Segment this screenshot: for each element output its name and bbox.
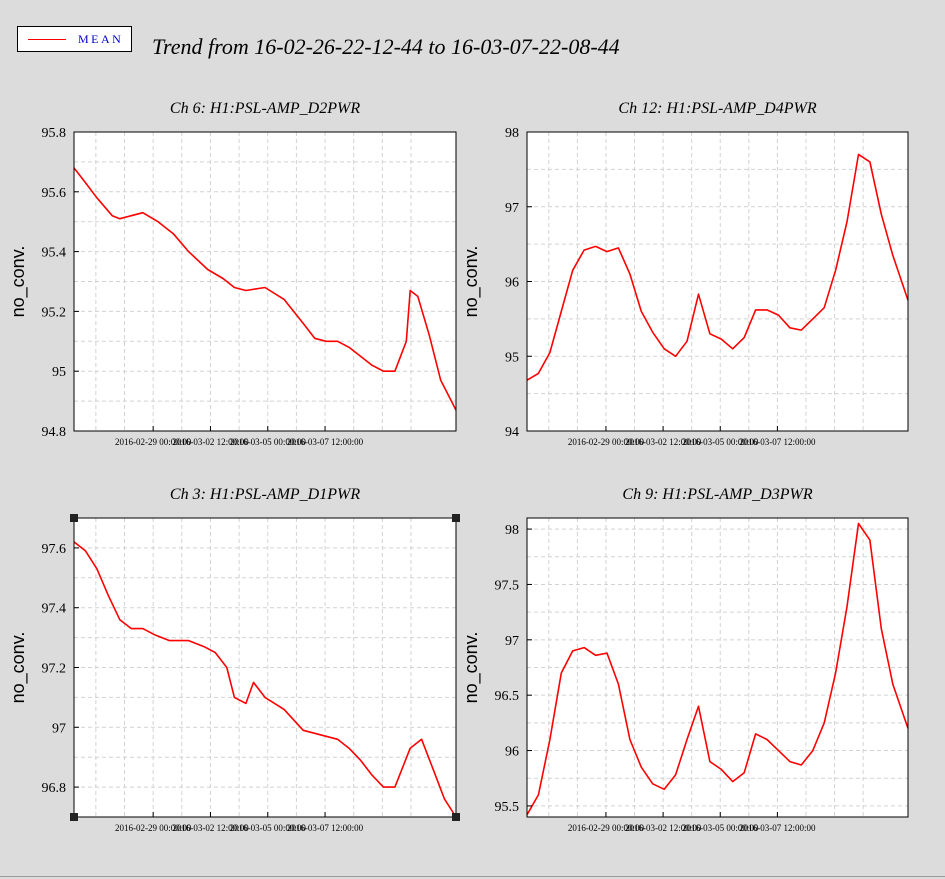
- y-tick-label: 95.8: [42, 126, 67, 141]
- y-axis-label: no_conv.: [461, 632, 482, 704]
- x-tick-label: 2016-02-29 00:00:00: [568, 437, 645, 447]
- chart-title: Ch 9: H1:PSL-AMP_D3PWR: [622, 486, 812, 503]
- y-tick-label: 97: [505, 201, 519, 216]
- y-tick-label: 95: [505, 350, 519, 365]
- x-tick-label: 2016-03-07 12:00:00: [739, 437, 816, 447]
- x-tick-label: 2016-03-02 12:00:00: [625, 823, 702, 833]
- y-tick-label: 95.4: [42, 246, 67, 261]
- bottom-divider: [0, 876, 945, 877]
- y-axis-label: no_conv.: [8, 632, 29, 704]
- x-tick-label: 2016-02-29 00:00:00: [115, 437, 192, 447]
- chart-panel-1: 94.8 95 95.2 95.4 95.6 95.8 2016-02-29 00:00:0…: [8, 100, 457, 447]
- y-tick-label: 94.8: [42, 425, 67, 440]
- series-line-mean: [526, 153, 909, 381]
- chart-title: Ch 3: H1:PSL-AMP_D1PWR: [170, 486, 360, 503]
- y-tick-label: 95: [52, 365, 66, 380]
- y-tick-label: 96: [505, 745, 519, 760]
- legend-label: MEAN: [78, 32, 124, 46]
- y-tick-label: 96: [505, 276, 519, 291]
- x-tick-label: 2016-03-07 12:00:00: [287, 437, 364, 447]
- y-tick-label: 97.4: [42, 602, 67, 617]
- series-line-mean: [526, 522, 909, 816]
- y-tick-label: 98: [505, 126, 519, 141]
- x-tick-label: 2016-03-07 12:00:00: [287, 823, 364, 833]
- x-tick-label: 2016-03-05 00:00:00: [230, 437, 307, 447]
- y-tick-label: 96.8: [42, 781, 67, 796]
- y-axis-label: no_conv.: [8, 246, 29, 318]
- x-tick-label: 2016-03-05 00:00:00: [682, 823, 759, 833]
- y-tick-label: 95.2: [42, 305, 67, 320]
- plot-frame: [73, 131, 457, 432]
- series-line-mean: [73, 167, 457, 411]
- x-tick-label: 2016-03-07 12:00:00: [739, 823, 816, 833]
- selection-handle[interactable]: [452, 514, 460, 522]
- x-tick-label: 2016-03-02 12:00:00: [172, 437, 249, 447]
- selection-handle[interactable]: [70, 514, 78, 522]
- y-tick-label: 97: [505, 634, 519, 649]
- y-tick-label: 96.5: [495, 689, 520, 704]
- legend: MEAN: [17, 26, 132, 52]
- plot-frame: [526, 517, 909, 818]
- x-tick-label: 2016-03-05 00:00:00: [682, 437, 759, 447]
- y-tick-label: 97.6: [42, 542, 67, 557]
- y-tick-label: 98: [505, 523, 519, 538]
- selection-handle[interactable]: [70, 813, 78, 821]
- y-tick-label: 97.5: [495, 578, 520, 593]
- y-tick-label: 95.6: [42, 186, 67, 201]
- x-tick-label: 2016-03-05 00:00:00: [230, 823, 307, 833]
- x-tick-label: 2016-03-02 12:00:00: [172, 823, 249, 833]
- y-tick-label: 97.2: [42, 662, 67, 677]
- y-tick-label: 97: [52, 721, 66, 736]
- chart-panel-2: 94 95 96 97 98 2016-02-29 00:00:002016-03-02 …: [461, 100, 909, 447]
- chart-title: Ch 12: H1:PSL-AMP_D4PWR: [618, 100, 816, 117]
- y-tick-label: 94: [505, 425, 519, 440]
- x-tick-label: 2016-02-29 00:00:00: [115, 823, 192, 833]
- y-axis-label: no_conv.: [461, 246, 482, 318]
- selection-handle[interactable]: [452, 813, 460, 821]
- series-line-mean: [73, 541, 457, 818]
- chart-title: Ch 6: H1:PSL-AMP_D2PWR: [170, 100, 360, 117]
- figure-title: Trend from 16-02-26-22-12-44 to 16-03-07…: [152, 34, 620, 59]
- legend-swatch: [28, 39, 66, 40]
- y-tick-label: 95.5: [495, 800, 520, 815]
- x-tick-label: 2016-02-29 00:00:00: [568, 823, 645, 833]
- x-tick-label: 2016-03-02 12:00:00: [625, 437, 702, 447]
